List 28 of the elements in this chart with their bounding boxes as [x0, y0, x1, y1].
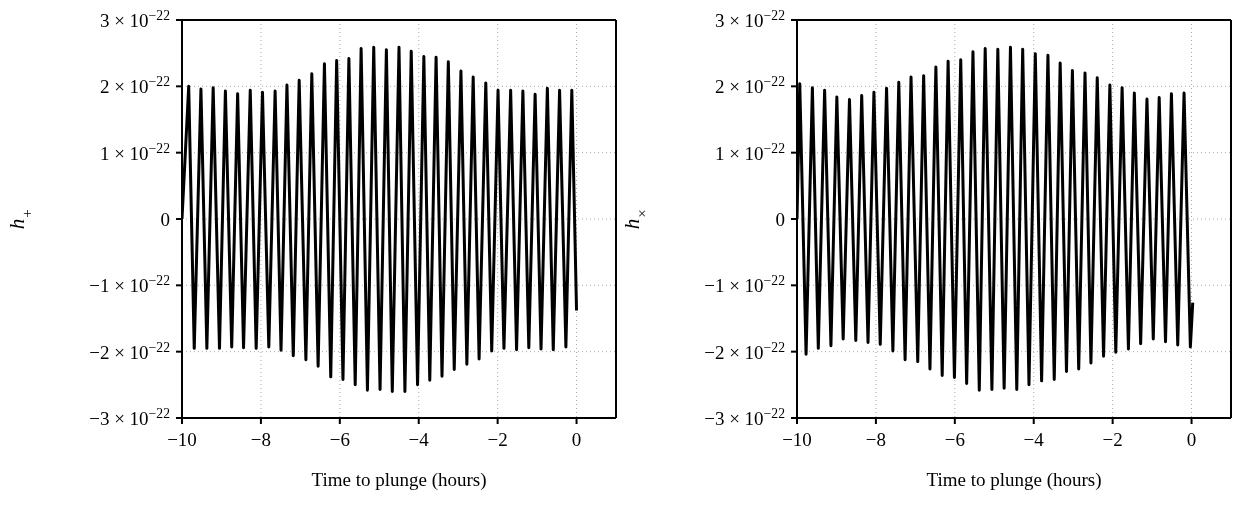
- y-tick-label: 3 × 10$^{−22}$: [714, 7, 786, 31]
- x-axis-title: Time to plunge (hours): [926, 469, 1102, 491]
- x-axis-title: Time to plunge (hours): [311, 469, 487, 491]
- x-tick-label: −8: [865, 429, 887, 450]
- x-tick-label: −10: [782, 429, 812, 450]
- x-tick-label: 0: [571, 429, 582, 450]
- x-tick-label: −2: [1102, 429, 1123, 450]
- x-tick-label: −2: [487, 429, 508, 450]
- x-tick-label: 0: [1186, 429, 1197, 450]
- y-tick-label: 2 × 10$^{−22}$: [714, 73, 786, 98]
- x-tick-label: −6: [329, 429, 350, 450]
- y-tick-label: −2 × 10$^{−22}$: [89, 339, 171, 363]
- y-tick-label: −3 × 10$^{−22}$: [704, 405, 786, 429]
- y-tick-label: −1 × 10$^{−22}$: [704, 272, 786, 297]
- y-tick-label: 2 × 10$^{−22}$: [99, 73, 171, 98]
- x-tick-label: −4: [408, 429, 430, 450]
- y-tick-label: −1 × 10$^{−22}$: [89, 272, 171, 297]
- x-tick-label: −10: [167, 429, 197, 450]
- y-tick-label: −2 × 10$^{−22}$: [704, 339, 786, 363]
- y-tick-label: −3 × 10$^{−22}$: [89, 405, 171, 429]
- x-tick-label: −6: [944, 429, 965, 450]
- y-tick-label: 0: [160, 209, 170, 230]
- y-tick-label: 1 × 10$^{−22}$: [99, 140, 171, 164]
- y-tick-label: 1 × 10$^{−22}$: [714, 140, 786, 164]
- y-tick-label: 0: [775, 209, 785, 230]
- x-tick-label: −4: [1023, 429, 1045, 450]
- y-tick-label: 3 × 10$^{−22}$: [99, 7, 171, 31]
- x-tick-label: −8: [250, 429, 272, 450]
